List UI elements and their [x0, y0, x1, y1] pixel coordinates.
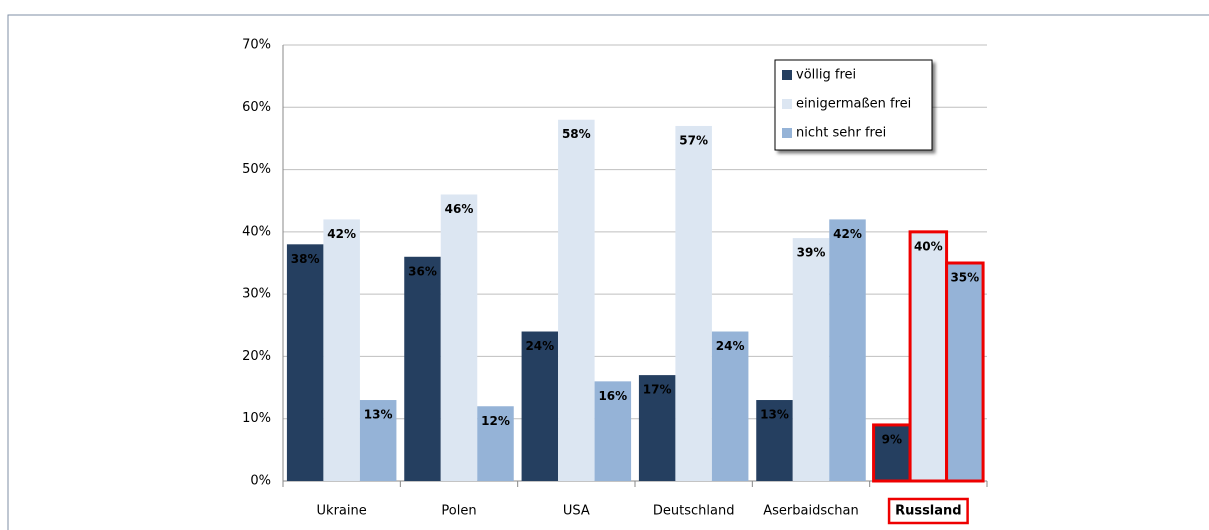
bar — [711, 331, 749, 481]
highlight-box — [887, 497, 969, 525]
x-tick-label: Deutschland — [653, 504, 735, 519]
value-label: 58% — [562, 127, 591, 141]
bar — [404, 256, 441, 481]
x-tick-label: Ukraine — [317, 504, 367, 519]
x-tick-label: Aserbaidschan — [763, 504, 858, 519]
legend-swatch — [782, 99, 792, 109]
bar — [440, 194, 478, 481]
value-label: 9% — [882, 432, 902, 446]
y-tick-label: 60% — [242, 100, 271, 115]
legend-box — [774, 59, 933, 151]
value-label: 36% — [408, 264, 437, 278]
y-tick-label: 10% — [242, 411, 271, 426]
value-label: 42% — [327, 227, 356, 241]
y-tick-label: 70% — [242, 38, 271, 53]
bar — [323, 219, 360, 481]
bar — [675, 125, 712, 481]
y-tick-label: 50% — [242, 162, 271, 177]
value-label: 57% — [679, 133, 708, 147]
bar — [286, 244, 324, 481]
value-label: 46% — [445, 202, 474, 216]
bar — [594, 381, 632, 481]
value-label: 13% — [760, 408, 789, 422]
value-label: 35% — [950, 271, 979, 285]
value-label: 38% — [291, 252, 320, 266]
legend-label: nicht sehr frei — [796, 126, 886, 141]
frame — [7, 14, 1209, 530]
value-label: 12% — [481, 414, 510, 428]
y-tick-label: 20% — [242, 349, 271, 364]
y-tick-label: 40% — [242, 224, 271, 239]
bar — [477, 406, 514, 481]
legend: völlig frei einigermaßen frei nicht sehr f… — [774, 59, 933, 151]
bar — [638, 375, 676, 481]
x-tick-label: Polen — [441, 504, 476, 519]
value-label: 17% — [643, 383, 672, 397]
value-label: 39% — [797, 246, 826, 260]
bar — [829, 219, 866, 481]
y-tick-label: 30% — [242, 287, 271, 302]
bar — [792, 238, 830, 481]
value-label: 16% — [598, 389, 627, 403]
legend-swatch — [782, 70, 792, 80]
bar — [558, 119, 595, 481]
bar — [756, 400, 793, 481]
legend-label: völlig frei — [796, 68, 856, 83]
x-tick-label: Russland — [895, 504, 962, 519]
x-tick-label: USA — [563, 504, 590, 519]
value-label: 24% — [525, 339, 554, 353]
bar — [521, 331, 559, 481]
legend-swatch — [782, 128, 792, 138]
bar — [359, 400, 397, 481]
value-label: 40% — [914, 239, 943, 253]
legend-label: einigermaßen frei — [796, 97, 911, 112]
value-label: 24% — [716, 339, 745, 353]
value-label: 13% — [364, 408, 393, 422]
bar — [908, 230, 949, 483]
value-label: 42% — [833, 227, 862, 241]
y-tick-label: 0% — [250, 474, 271, 489]
bar — [945, 261, 985, 483]
